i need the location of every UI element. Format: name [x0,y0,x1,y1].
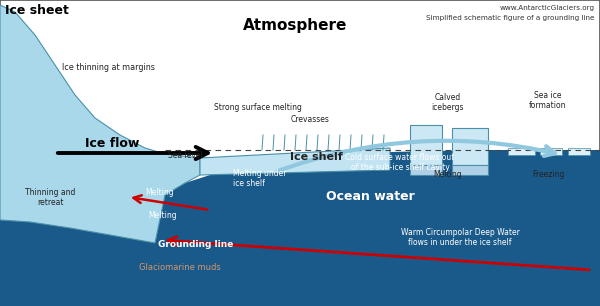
Polygon shape [0,5,200,243]
Text: Warm Circumpolar Deep Water
flows in under the ice shelf: Warm Circumpolar Deep Water flows in und… [401,228,520,247]
Text: Sea ice
formation: Sea ice formation [529,91,567,110]
Text: Ice sheet: Ice sheet [5,4,69,17]
Text: Simplified schematic figure of a grounding line: Simplified schematic figure of a groundi… [427,15,595,21]
Text: Cold surface water flows out
of the sub-ice shelf cavity: Cold surface water flows out of the sub-… [346,153,455,172]
Polygon shape [0,220,600,306]
Text: Ice flow: Ice flow [85,137,139,150]
Text: Grounding line: Grounding line [158,240,233,249]
Text: Freezing: Freezing [532,170,564,179]
Text: www.AntarcticGlaciers.org: www.AntarcticGlaciers.org [500,5,595,11]
Text: Glaciomarine muds: Glaciomarine muds [139,263,221,272]
Polygon shape [200,148,390,175]
Text: Thinning and
retreat: Thinning and retreat [25,188,75,207]
Text: Melting under
ice shelf: Melting under ice shelf [233,169,287,188]
Text: Melting: Melting [145,188,173,197]
Bar [540,148,562,155]
Text: Melting: Melting [148,211,176,220]
Bar [452,128,488,165]
Text: Calved
icebergs: Calved icebergs [432,93,464,112]
Bar [452,165,488,175]
Text: Strong surface melting: Strong surface melting [214,103,302,112]
Bar [410,125,442,165]
Bar [568,148,590,155]
Bar [508,148,535,155]
Text: Ice thinning at margins: Ice thinning at margins [62,63,155,72]
Text: Melting: Melting [434,170,463,179]
Text: Ocean water: Ocean water [326,190,415,203]
Text: Atmosphere: Atmosphere [243,18,347,33]
Text: Sea level: Sea level [168,151,203,160]
Polygon shape [0,150,600,306]
Text: Ice shelf: Ice shelf [290,152,343,162]
Bar [410,165,442,175]
Text: Crevasses: Crevasses [290,115,329,124]
